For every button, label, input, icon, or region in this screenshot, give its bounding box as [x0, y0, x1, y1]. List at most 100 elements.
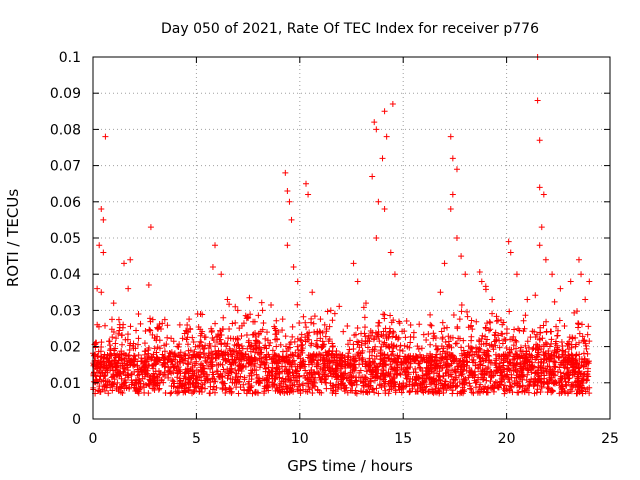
data-point [475, 388, 482, 395]
data-point [582, 359, 589, 366]
data-point [276, 369, 283, 376]
data-point [367, 328, 374, 335]
data-point [553, 379, 560, 386]
data-point [511, 326, 518, 333]
data-point [166, 368, 173, 375]
data-point [108, 352, 115, 359]
data-point [211, 389, 218, 396]
data-point [105, 378, 112, 385]
data-point [344, 389, 351, 396]
data-point [545, 353, 552, 360]
data-point [246, 378, 253, 385]
data-point [551, 298, 558, 305]
data-point [506, 359, 513, 366]
data-point [227, 351, 234, 358]
data-point [255, 390, 262, 397]
data-point [275, 360, 282, 367]
data-point [415, 360, 422, 367]
data-point [109, 373, 116, 380]
data-point [323, 326, 330, 333]
data-point [517, 359, 524, 366]
data-point [373, 385, 380, 392]
data-point [513, 271, 520, 278]
data-point [517, 347, 524, 354]
data-point [178, 383, 185, 390]
data-point [317, 335, 324, 342]
data-point [98, 344, 105, 351]
data-point [256, 340, 263, 347]
data-point [312, 341, 319, 348]
data-point [129, 343, 136, 350]
data-point [213, 384, 220, 391]
data-point [361, 373, 368, 380]
data-point [299, 382, 306, 389]
data-point [356, 344, 363, 351]
data-point [247, 384, 254, 391]
data-point [439, 355, 446, 362]
data-point [460, 347, 467, 354]
data-point [483, 389, 490, 396]
data-point [510, 342, 517, 349]
data-point [392, 389, 399, 396]
data-point [161, 316, 168, 323]
data-point [367, 359, 374, 366]
data-point [466, 380, 473, 387]
data-point [182, 375, 189, 382]
data-point [248, 376, 255, 383]
data-point [410, 334, 417, 341]
data-point [294, 278, 301, 285]
data-point [112, 345, 119, 352]
data-point [570, 356, 577, 363]
data-point [156, 345, 163, 352]
data-point [183, 328, 190, 335]
data-point [458, 253, 465, 260]
data-point [118, 375, 125, 382]
data-point [557, 376, 564, 383]
data-point [135, 351, 142, 358]
data-point [553, 323, 560, 330]
data-point [425, 354, 432, 361]
data-point [344, 323, 351, 330]
data-point [255, 312, 262, 319]
data-point [339, 354, 346, 361]
data-point [218, 331, 225, 338]
data-point [97, 364, 104, 371]
data-point [580, 358, 587, 365]
data-point [479, 332, 486, 339]
data-point [231, 380, 238, 387]
data-point [174, 374, 181, 381]
data-point [305, 361, 312, 368]
data-point [554, 344, 561, 351]
data-point [430, 375, 437, 382]
data-point [230, 335, 237, 342]
data-point [445, 333, 452, 340]
data-point [357, 367, 364, 374]
data-point [536, 242, 543, 249]
data-point [281, 355, 288, 362]
data-point [534, 372, 541, 379]
data-point [525, 367, 532, 374]
data-point [298, 331, 305, 338]
data-point [410, 369, 417, 376]
data-point [486, 357, 493, 364]
data-point [532, 334, 539, 341]
data-point [311, 329, 318, 336]
data-point [266, 342, 273, 349]
data-point [165, 374, 172, 381]
data-point [419, 367, 426, 374]
y-tick-label: 0.09 [50, 86, 81, 102]
data-point [362, 340, 369, 347]
data-point [308, 315, 315, 322]
data-point [205, 362, 212, 369]
data-point [258, 299, 265, 306]
data-point [246, 342, 253, 349]
data-point [374, 363, 381, 370]
data-point [489, 296, 496, 303]
data-point [375, 329, 382, 336]
data-point [272, 336, 279, 343]
data-point [506, 379, 513, 386]
data-point [317, 365, 324, 372]
data-point [478, 386, 485, 393]
data-point [231, 348, 238, 355]
data-point [545, 385, 552, 392]
